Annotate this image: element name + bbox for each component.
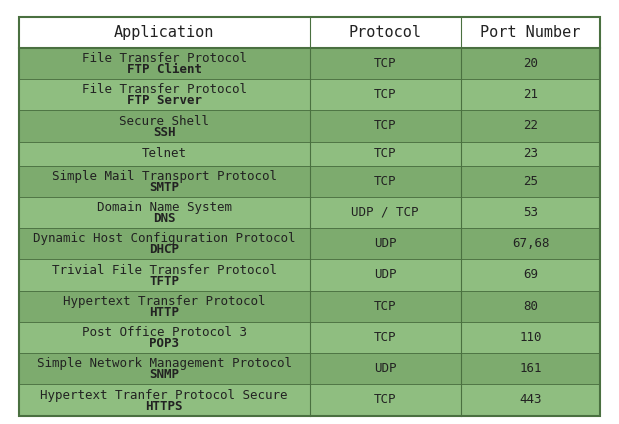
Text: FTP Server: FTP Server: [126, 95, 202, 107]
Text: Protocol: Protocol: [348, 25, 422, 40]
Text: File Transfer Protocol: File Transfer Protocol: [82, 52, 246, 65]
Text: TCP: TCP: [374, 88, 396, 101]
Bar: [461, 79, 600, 110]
Bar: [310, 290, 461, 322]
Text: Port Number: Port Number: [480, 25, 581, 40]
Text: SMTP: SMTP: [149, 181, 179, 194]
Text: UDP: UDP: [374, 268, 396, 282]
Text: TCP: TCP: [374, 300, 396, 312]
Bar: [461, 165, 600, 197]
Text: 80: 80: [523, 300, 538, 312]
Text: SSH: SSH: [153, 126, 175, 139]
Text: Telnet: Telnet: [142, 147, 186, 160]
Bar: [310, 142, 461, 165]
Bar: [19, 79, 310, 110]
Text: Simple Mail Transport Protocol: Simple Mail Transport Protocol: [51, 170, 277, 183]
Bar: [310, 197, 461, 228]
Text: TCP: TCP: [374, 393, 396, 406]
Text: DHCP: DHCP: [149, 243, 179, 257]
Text: Post Office Protocol 3: Post Office Protocol 3: [82, 326, 246, 339]
Text: 20: 20: [523, 57, 538, 70]
Text: TCP: TCP: [374, 147, 396, 160]
Bar: [19, 197, 310, 228]
Text: HTTP: HTTP: [149, 306, 179, 319]
Text: UDP / TCP: UDP / TCP: [352, 206, 419, 219]
Text: Dynamic Host Configuration Protocol: Dynamic Host Configuration Protocol: [33, 232, 295, 245]
Text: POP3: POP3: [149, 337, 179, 350]
Bar: [310, 353, 461, 384]
Text: TFTP: TFTP: [149, 275, 179, 287]
Text: Application: Application: [114, 25, 214, 40]
Bar: [19, 353, 310, 384]
Bar: [19, 322, 310, 353]
Bar: [461, 197, 600, 228]
Text: 23: 23: [523, 147, 538, 160]
Bar: [461, 142, 600, 165]
Bar: [310, 110, 461, 142]
Bar: [310, 79, 461, 110]
Text: 110: 110: [519, 331, 542, 344]
Bar: [19, 228, 310, 259]
Text: TCP: TCP: [374, 57, 396, 70]
Bar: [310, 384, 461, 416]
Text: Simple Network Management Protocol: Simple Network Management Protocol: [37, 357, 292, 371]
Text: Hypertext Tranfer Protocol Secure: Hypertext Tranfer Protocol Secure: [40, 389, 288, 402]
Text: 25: 25: [523, 175, 538, 188]
Bar: [461, 48, 600, 79]
Text: 67,68: 67,68: [512, 237, 549, 250]
Text: 53: 53: [523, 206, 538, 219]
Bar: [19, 142, 310, 165]
Text: Secure Shell: Secure Shell: [119, 115, 209, 128]
Bar: [461, 322, 600, 353]
Text: UDP: UDP: [374, 237, 396, 250]
Text: Trivial File Transfer Protocol: Trivial File Transfer Protocol: [51, 264, 277, 277]
Bar: [310, 228, 461, 259]
Bar: [461, 259, 600, 290]
Bar: [310, 259, 461, 290]
Bar: [310, 322, 461, 353]
Bar: [310, 165, 461, 197]
Text: TCP: TCP: [374, 175, 396, 188]
Bar: [19, 259, 310, 290]
Bar: [19, 290, 310, 322]
Text: UDP: UDP: [374, 362, 396, 375]
Bar: [461, 228, 600, 259]
Bar: [19, 384, 310, 416]
Text: 22: 22: [523, 120, 538, 132]
Bar: [19, 48, 310, 79]
Bar: [19, 110, 310, 142]
Bar: [19, 165, 310, 197]
Text: 443: 443: [519, 393, 542, 406]
Text: 69: 69: [523, 268, 538, 282]
Bar: [310, 48, 461, 79]
Text: FTP Client: FTP Client: [126, 63, 202, 76]
Bar: [461, 384, 600, 416]
Text: TCP: TCP: [374, 331, 396, 344]
Text: HTTPS: HTTPS: [145, 400, 183, 413]
Text: Hypertext Transfer Protocol: Hypertext Transfer Protocol: [63, 295, 266, 308]
Text: SNMP: SNMP: [149, 368, 179, 382]
Text: 161: 161: [519, 362, 542, 375]
Bar: [461, 353, 600, 384]
Text: Domain Name System: Domain Name System: [97, 201, 232, 214]
Text: TCP: TCP: [374, 120, 396, 132]
Text: 21: 21: [523, 88, 538, 101]
Text: DNS: DNS: [153, 212, 175, 225]
Text: File Transfer Protocol: File Transfer Protocol: [82, 84, 246, 97]
Bar: [461, 110, 600, 142]
Bar: [461, 290, 600, 322]
